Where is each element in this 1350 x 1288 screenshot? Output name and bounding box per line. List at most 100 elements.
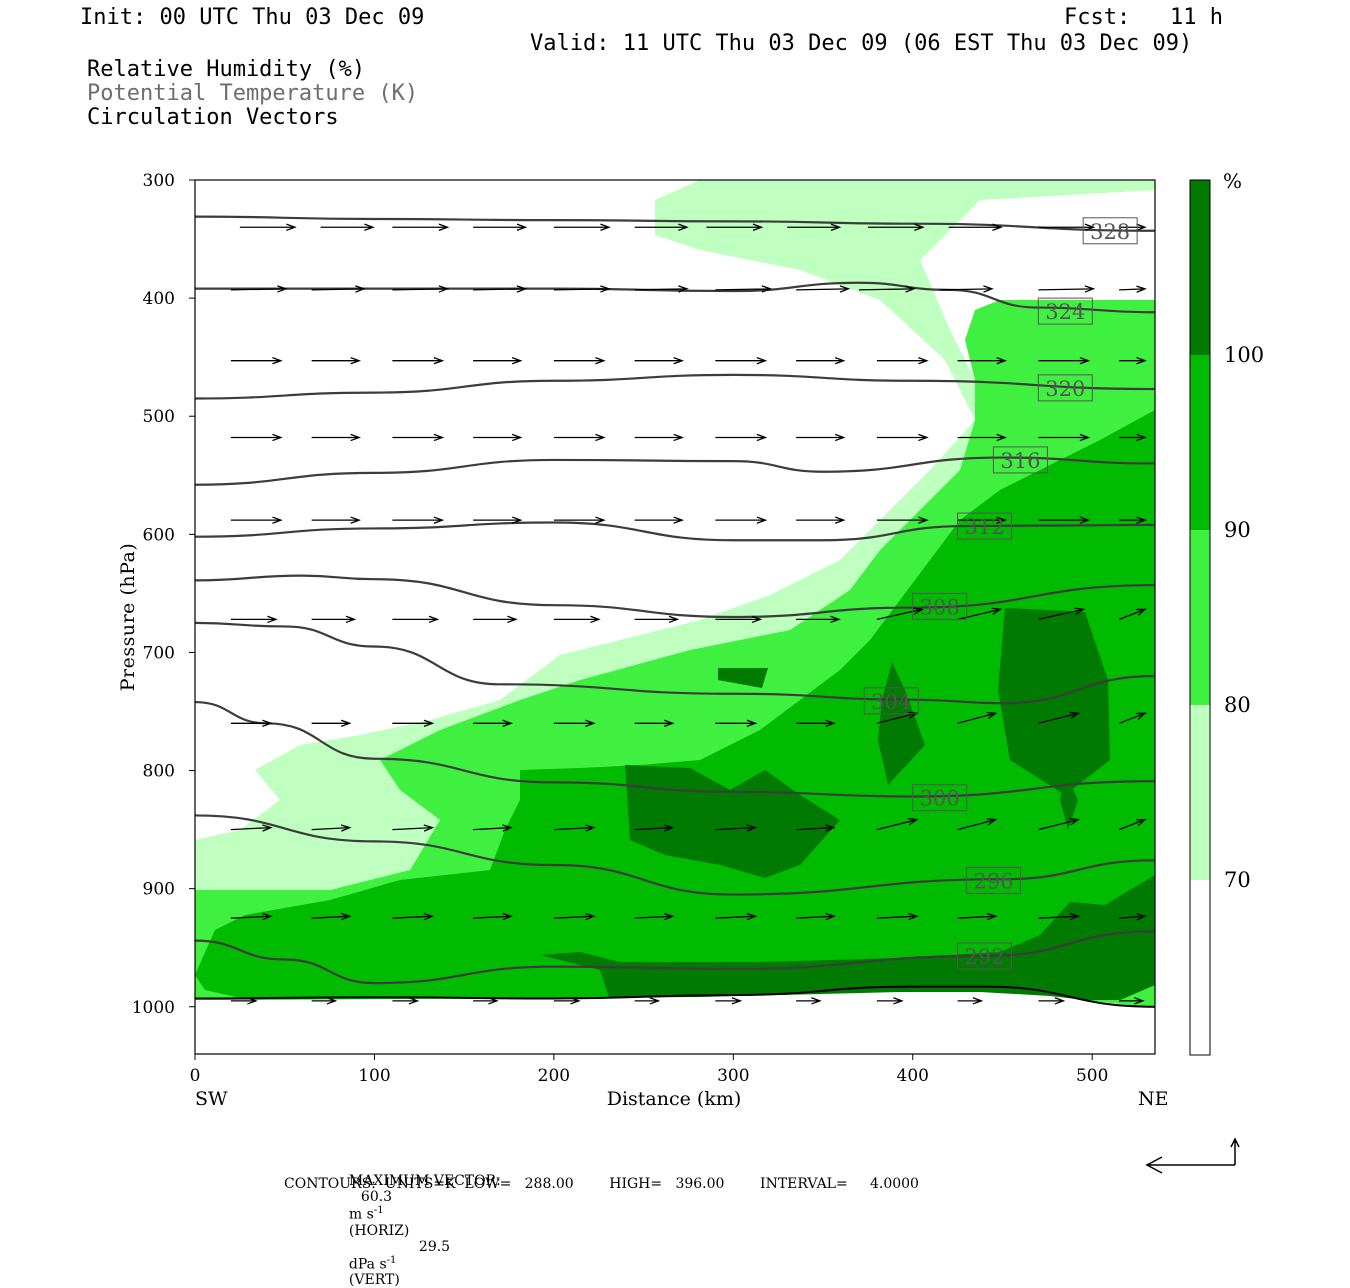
- circulation-vector: [1118, 818, 1147, 831]
- circulation-vector: [473, 223, 528, 231]
- circulation-vector: [473, 516, 523, 524]
- circulation-vector: [230, 357, 283, 365]
- vert-unit-exponent: -1: [386, 1254, 397, 1266]
- circulation-vector: [311, 824, 352, 832]
- circulation-vector: [392, 912, 435, 921]
- circulation-vector: [392, 615, 440, 624]
- circulation-vector: [796, 997, 822, 1005]
- vert-max-suffix: (VERT): [348, 1272, 400, 1288]
- x-axis-label: Distance (km): [607, 1088, 742, 1110]
- contours-info: CONTOURS: UNITS=K LOW= 288.00 HIGH= 396.…: [284, 1176, 919, 1192]
- theta-contours: [195, 215, 1155, 1008]
- circulation-vector: [473, 615, 518, 624]
- circulation-vector: [1119, 913, 1147, 921]
- horiz-max-suffix: (HORIZ): [348, 1222, 410, 1239]
- circulation-vector: [876, 711, 919, 724]
- circulation-vector: [553, 516, 606, 524]
- circulation-vector: [715, 285, 773, 293]
- circulation-vector: [1038, 607, 1086, 620]
- circulation-vector: [311, 285, 366, 293]
- circulation-vector: [553, 223, 611, 231]
- circulation-vector: [876, 818, 919, 831]
- circulation-vector: [392, 285, 450, 293]
- circulation-vector: [473, 912, 514, 921]
- contour-label: 328: [1090, 220, 1130, 244]
- horiz-max-unit: m s: [348, 1206, 374, 1223]
- field-vectors-label: Circulation Vectors: [87, 105, 339, 130]
- circulation-vector: [553, 997, 581, 1005]
- y-tick-label: 600: [143, 525, 175, 545]
- circulation-vector: [311, 357, 362, 365]
- circulation-vector: [553, 719, 596, 727]
- circulation-vector: [311, 615, 357, 624]
- circulation-vector: [553, 357, 606, 365]
- circulation-vector: [392, 824, 435, 832]
- y-tick-label: 1000: [132, 998, 175, 1018]
- circulation-vector: [1038, 433, 1091, 442]
- x-tick-label: 300: [717, 1066, 749, 1086]
- contour-label: 320: [1045, 377, 1085, 401]
- circulation-vector: [796, 357, 846, 365]
- cross-section-plot: 328 324 320 316 312 308 304 300 296 292 300 400 500…: [117, 169, 1264, 1174]
- reference-vector-icon: [1145, 1137, 1240, 1174]
- y-tick-label: 900: [143, 880, 175, 900]
- circulation-vector: [796, 824, 837, 832]
- circulation-vector: [1119, 433, 1147, 442]
- contour-label: 316: [1000, 449, 1040, 473]
- x-tick-label: 500: [1076, 1066, 1108, 1086]
- theta-contour-labels: 328 324 320 316 312 308 304 300 296 292: [863, 217, 1138, 970]
- circulation-vector: [1038, 912, 1081, 921]
- circulation-vector: [634, 824, 675, 832]
- circulation-vector: [392, 516, 445, 524]
- circulation-vector: [634, 516, 685, 524]
- colorbar-frame: [1189, 179, 1211, 1056]
- circulation-vector: [1038, 357, 1091, 365]
- circulation-vector: [1118, 712, 1147, 724]
- circulation-vector: [1119, 357, 1147, 365]
- y-tick-label: 400: [143, 289, 175, 309]
- theta-contour-292: [195, 930, 1155, 985]
- circulation-vector: [239, 223, 297, 231]
- circulation-vector: [867, 223, 925, 231]
- y-axis: 300 400 500 600 700 800 900 1000: [132, 171, 195, 1018]
- contour-label-box: [1037, 374, 1093, 402]
- y-axis-label: Pressure (hPa): [117, 543, 139, 692]
- circulation-vector: [948, 223, 1003, 231]
- circulation-vector: [553, 433, 606, 442]
- circulation-vector: [634, 719, 675, 727]
- circulation-vector: [392, 997, 420, 1005]
- circulation-vector: [715, 997, 743, 1005]
- circulation-vector: [715, 516, 768, 524]
- circulation-vector: [230, 516, 283, 524]
- colorbar-70: [1190, 705, 1210, 880]
- circulation-vector: [715, 912, 758, 921]
- circulation-vector: [957, 433, 1008, 442]
- circulation-vector: [957, 607, 1003, 620]
- circulation-vector: [320, 223, 375, 231]
- field-theta-label: Potential Temperature (K): [87, 81, 419, 106]
- theta-contour-300: [195, 700, 1155, 798]
- circulation-vector: [715, 615, 763, 624]
- contour-label: 300: [920, 787, 960, 811]
- colorbar-below-70: [1190, 880, 1210, 1055]
- x-tick-label: 400: [897, 1066, 929, 1086]
- theta-contour-316: [195, 456, 1155, 486]
- rh-100-patch-a: [718, 668, 768, 688]
- circulation-vector: [634, 285, 689, 293]
- theta-contour-308: [195, 574, 1155, 619]
- circulation-vector: [230, 824, 273, 832]
- circulation-vector: [392, 357, 445, 365]
- circulation-vector: [876, 912, 919, 921]
- circulation-vector: [473, 997, 499, 1005]
- circulation-vector: [957, 516, 1008, 524]
- y-tick-label: 700: [143, 643, 175, 663]
- circulation-vector: [706, 223, 764, 231]
- colorbar-100: [1190, 180, 1210, 355]
- circulation-vector: [957, 711, 998, 724]
- colorbar-unit: %: [1223, 169, 1242, 193]
- circulation-vector: [1118, 608, 1147, 620]
- y-tick-label: 500: [143, 407, 175, 427]
- circulation-vector: [553, 285, 611, 293]
- plot-frame: [194, 179, 1156, 1055]
- endpoint-sw: SW: [195, 1088, 228, 1110]
